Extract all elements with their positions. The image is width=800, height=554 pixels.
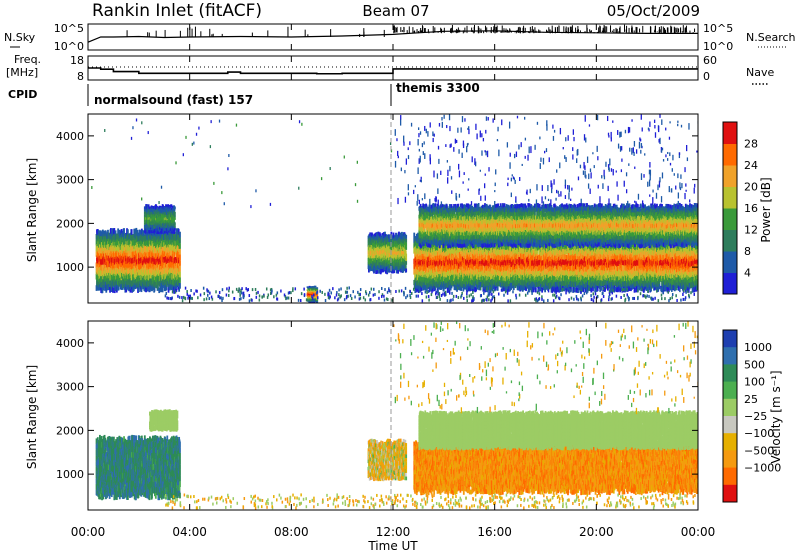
- power-cell: [131, 229, 133, 235]
- nave-label: Nave: [746, 66, 774, 79]
- power-cell: [162, 287, 164, 293]
- cpid-segment-1: normalsound (fast) 157: [94, 93, 253, 107]
- power-cell: [405, 268, 407, 272]
- power-cell: [179, 277, 181, 283]
- nsky-spikes: [127, 25, 694, 37]
- power-cell: [179, 266, 181, 272]
- power-cell: [179, 255, 181, 261]
- freq-tick-low: 8: [77, 70, 84, 83]
- power-cell: [179, 232, 181, 238]
- power-cell: [405, 242, 407, 246]
- power-cell: [179, 272, 181, 278]
- power-heatmap: [91, 114, 699, 303]
- power-cell: [179, 260, 181, 266]
- power-cell: [174, 217, 176, 220]
- power-cell: [405, 250, 407, 254]
- nsearch-label: N.Search: [746, 31, 796, 44]
- power-cell: [316, 289, 318, 291]
- power-cell: [174, 225, 176, 228]
- power-cell: [405, 257, 407, 261]
- power-cell: [405, 239, 407, 243]
- power-cell: [405, 261, 407, 265]
- power-cell: [315, 286, 317, 288]
- power-cell: [174, 223, 176, 226]
- rti-plot: Rankin Inlet (fitACF) Beam 07 05/Oct/200…: [0, 0, 800, 554]
- power-cell: [397, 270, 399, 274]
- cpid-segment-2: themis 3300: [396, 81, 480, 95]
- power-cell: [179, 283, 181, 289]
- power-cell: [381, 269, 383, 273]
- power-cell: [174, 212, 176, 215]
- power-cell: [316, 295, 318, 297]
- nsky-label: N.Sky: [4, 31, 36, 44]
- station-title: Rankin Inlet (fitACF): [92, 1, 262, 21]
- nsearch-tick-low: 10^0: [703, 40, 733, 53]
- rti-figure: Rankin Inlet (fitACF) Beam 07 05/Oct/200…: [0, 0, 800, 554]
- nsearch-tick-high: 10^5: [703, 22, 733, 35]
- power-cell: [179, 243, 181, 249]
- power-cell: [164, 231, 166, 234]
- nave-tick-high: 60: [703, 54, 717, 67]
- power-cell: [174, 207, 176, 210]
- freq-label-1: Freq.: [14, 53, 41, 66]
- power-cell: [179, 249, 181, 255]
- freq-tick-high: 18: [70, 54, 84, 67]
- power-cell: [174, 215, 176, 218]
- nsky-tick-low: 10^0: [54, 40, 84, 53]
- power-cell: [405, 265, 407, 269]
- power-cell: [316, 287, 318, 289]
- date-title: 05/Oct/2009: [607, 2, 700, 20]
- nsky-line: [88, 31, 698, 42]
- power-cell: [179, 237, 181, 243]
- nave-tick-low: 0: [703, 70, 710, 83]
- power-cell: [405, 246, 407, 250]
- power-cell: [376, 270, 378, 274]
- power-cell: [174, 228, 176, 231]
- cpid-label: CPID: [8, 88, 37, 101]
- power-cell: [316, 301, 318, 303]
- power-cell: [405, 254, 407, 258]
- power-cell: [123, 228, 125, 234]
- power-cell: [316, 300, 318, 302]
- nsky-tick-high: 10^5: [54, 22, 84, 35]
- power-cell: [405, 235, 407, 239]
- freq-line: [88, 68, 698, 74]
- power-cell: [112, 287, 114, 293]
- beam-title: Beam 07: [362, 2, 429, 20]
- freq-label-2: [MHz]: [6, 66, 38, 79]
